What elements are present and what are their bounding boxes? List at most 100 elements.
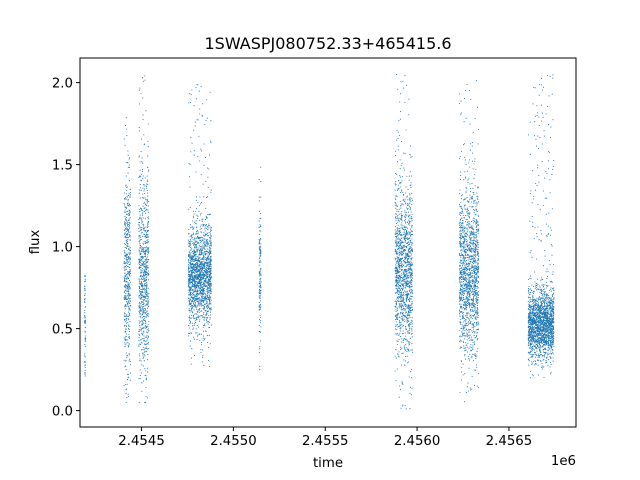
data-point <box>146 233 148 235</box>
data-point <box>124 338 126 340</box>
data-point <box>403 285 405 287</box>
data-point <box>258 305 260 307</box>
data-point <box>396 308 398 310</box>
data-point <box>205 240 207 242</box>
data-point <box>127 200 129 202</box>
data-point <box>401 203 403 205</box>
data-point <box>127 277 130 279</box>
data-point <box>127 252 129 254</box>
data-point <box>125 343 127 345</box>
data-point <box>209 279 211 281</box>
data-point <box>407 312 409 314</box>
data-point <box>129 194 132 196</box>
data-point <box>405 245 407 247</box>
data-point <box>408 243 411 245</box>
data-point <box>147 260 149 262</box>
data-point <box>124 254 127 256</box>
data-point <box>195 87 197 89</box>
data-point <box>141 314 143 316</box>
data-point <box>196 289 198 291</box>
data-point <box>406 268 408 270</box>
data-point <box>409 209 411 211</box>
data-point <box>476 277 478 279</box>
data-point <box>407 332 409 334</box>
data-point <box>147 272 149 275</box>
data-point <box>84 275 86 277</box>
data-point <box>195 208 197 210</box>
data-point <box>145 401 147 403</box>
data-point <box>395 241 397 243</box>
data-point <box>146 201 148 203</box>
data-point <box>187 270 189 272</box>
data-point <box>201 274 203 276</box>
data-point <box>208 269 210 271</box>
data-point <box>466 329 468 331</box>
data-point <box>260 225 262 228</box>
data-point <box>125 247 128 249</box>
data-point <box>260 280 262 282</box>
data-point <box>146 329 148 331</box>
data-point <box>196 241 198 243</box>
data-point <box>143 335 145 337</box>
data-point <box>125 258 127 260</box>
data-point <box>198 281 200 283</box>
data-point <box>138 247 140 249</box>
data-point <box>408 223 410 225</box>
data-point <box>209 240 211 242</box>
data-point <box>145 277 147 279</box>
data-point <box>196 236 198 238</box>
data-point <box>468 264 470 266</box>
data-point <box>463 274 465 276</box>
data-point <box>195 263 197 265</box>
data-point <box>405 338 407 340</box>
data-point <box>399 183 401 185</box>
data-point <box>126 263 128 265</box>
data-point <box>141 333 143 335</box>
data-point <box>409 295 411 297</box>
data-point <box>401 189 403 191</box>
data-point <box>407 330 409 332</box>
data-point <box>474 309 476 312</box>
data-point <box>195 171 197 173</box>
data-point <box>260 253 262 255</box>
data-point <box>126 244 128 246</box>
data-point <box>394 355 396 357</box>
data-point <box>459 315 461 317</box>
data-point <box>470 389 472 391</box>
data-point <box>145 316 147 318</box>
data-point <box>139 239 141 241</box>
data-point <box>476 264 479 266</box>
data-point <box>209 226 211 228</box>
data-point <box>411 286 413 288</box>
data-point <box>394 182 396 184</box>
data-point <box>127 198 129 200</box>
data-point <box>411 323 413 325</box>
data-point <box>143 229 146 231</box>
data-point <box>206 99 208 101</box>
data-point <box>205 296 207 298</box>
data-point <box>399 234 402 236</box>
data-point <box>123 384 125 387</box>
data-point <box>194 222 197 224</box>
data-point <box>197 231 199 233</box>
data-point <box>458 309 460 311</box>
data-point <box>146 260 148 263</box>
data-point <box>410 175 412 177</box>
data-point <box>189 323 191 325</box>
data-point <box>400 338 402 340</box>
data-point <box>407 294 409 296</box>
data-point <box>197 324 199 327</box>
data-point <box>210 303 212 305</box>
data-point <box>395 217 397 219</box>
data-point <box>201 315 203 317</box>
data-point <box>409 241 412 243</box>
data-point <box>193 268 195 270</box>
data-point <box>404 269 406 271</box>
data-point <box>408 312 410 314</box>
data-point <box>124 346 126 348</box>
data-point <box>192 293 194 295</box>
data-point <box>459 155 461 157</box>
data-point <box>140 270 142 272</box>
data-point <box>198 259 200 261</box>
data-point <box>411 224 413 226</box>
